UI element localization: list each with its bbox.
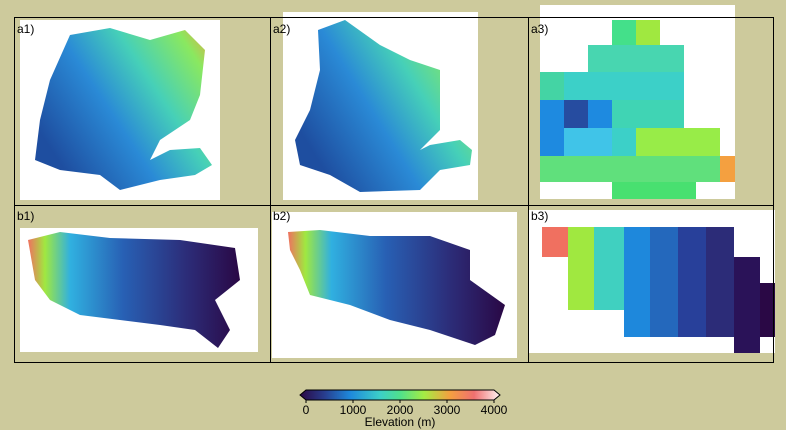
page: Elevation (m) a1) a2) a3) b1) b2) b3) 0 1000 200…: [0, 0, 786, 430]
colorbar: [300, 390, 500, 400]
panel-label: a1): [17, 22, 34, 36]
cell: [564, 128, 612, 156]
cell: [564, 100, 588, 128]
cell: [568, 227, 594, 310]
cell: [650, 227, 678, 337]
colorbar-tick-label: 4000: [481, 403, 508, 417]
cell: [594, 227, 624, 310]
cell: [624, 227, 650, 337]
cell: [612, 100, 684, 128]
panel-label: b3): [531, 209, 548, 223]
cell: [612, 128, 636, 156]
colorbar-tick-label: 0: [303, 403, 310, 417]
cell: [540, 72, 564, 100]
cell: [588, 45, 684, 72]
panel-label: a2): [273, 22, 290, 36]
panel-label: b2): [273, 209, 290, 223]
colorbar-tick-label: 3000: [434, 403, 461, 417]
cell: [706, 227, 734, 337]
cell: [588, 100, 612, 128]
cell: [678, 227, 706, 337]
colorbar-tick-label: 2000: [387, 403, 414, 417]
cell: [734, 257, 760, 353]
colorbar-label: Elevation (m): [365, 415, 436, 429]
cell: [612, 182, 696, 199]
cell: [720, 156, 735, 182]
cell: [760, 283, 775, 337]
colorbar-bar: [300, 390, 500, 400]
cell: [564, 72, 684, 100]
cell: [612, 20, 636, 45]
panel-label: a3): [531, 22, 548, 36]
cell: [636, 20, 660, 45]
colorbar-tick-label: 1000: [340, 403, 367, 417]
panel-label: b1): [17, 209, 34, 223]
figure: Elevation (m) a1) a2) a3) b1) b2) b3) 0 1000 200…: [0, 0, 786, 430]
cell: [542, 227, 568, 257]
cell: [540, 156, 720, 182]
cell: [540, 100, 564, 156]
cell: [636, 128, 720, 156]
